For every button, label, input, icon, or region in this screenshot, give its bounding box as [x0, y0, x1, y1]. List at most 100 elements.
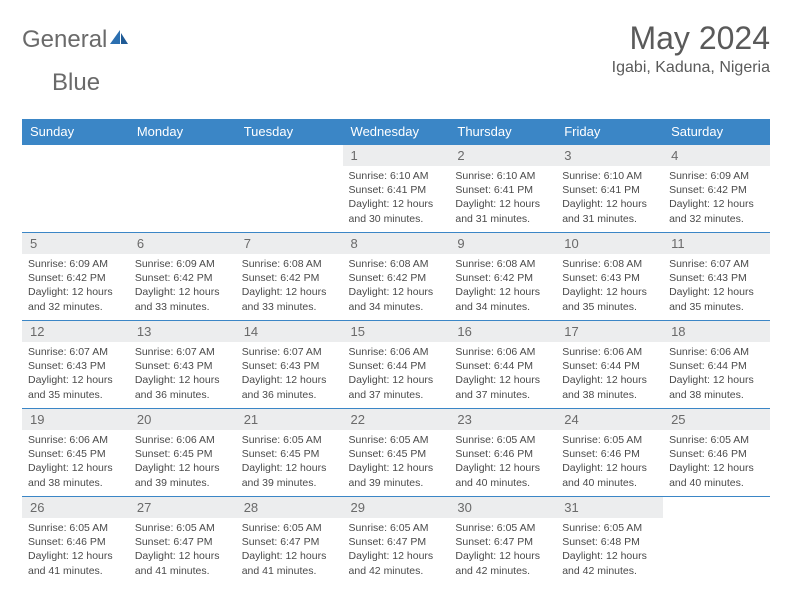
day-number: 22	[343, 409, 450, 430]
day-details: Sunrise: 6:09 AMSunset: 6:42 PMDaylight:…	[129, 254, 236, 318]
weekday-header-row: SundayMondayTuesdayWednesdayThursdayFrid…	[22, 119, 770, 145]
day-details: Sunrise: 6:05 AMSunset: 6:47 PMDaylight:…	[343, 518, 450, 582]
calendar-day-cell: 7Sunrise: 6:08 AMSunset: 6:42 PMDaylight…	[236, 233, 343, 321]
calendar-day-cell: 13Sunrise: 6:07 AMSunset: 6:43 PMDayligh…	[129, 321, 236, 409]
weekday-header: Sunday	[22, 119, 129, 145]
logo-text-1: General	[22, 26, 107, 54]
day-number: 8	[343, 233, 450, 254]
day-number: 6	[129, 233, 236, 254]
day-details: Sunrise: 6:10 AMSunset: 6:41 PMDaylight:…	[343, 166, 450, 230]
calendar-week-row: 19Sunrise: 6:06 AMSunset: 6:45 PMDayligh…	[22, 409, 770, 497]
logo-text-2: Blue	[52, 69, 792, 97]
calendar-day-cell: 3Sunrise: 6:10 AMSunset: 6:41 PMDaylight…	[556, 145, 663, 233]
day-number: 28	[236, 497, 343, 518]
day-details: Sunrise: 6:06 AMSunset: 6:44 PMDaylight:…	[343, 342, 450, 406]
day-details: Sunrise: 6:07 AMSunset: 6:43 PMDaylight:…	[129, 342, 236, 406]
day-details: Sunrise: 6:06 AMSunset: 6:44 PMDaylight:…	[556, 342, 663, 406]
calendar-day-cell	[236, 145, 343, 233]
calendar-day-cell: 28Sunrise: 6:05 AMSunset: 6:47 PMDayligh…	[236, 497, 343, 585]
weekday-header: Wednesday	[343, 119, 450, 145]
calendar-day-cell: 30Sunrise: 6:05 AMSunset: 6:47 PMDayligh…	[449, 497, 556, 585]
calendar-day-cell: 12Sunrise: 6:07 AMSunset: 6:43 PMDayligh…	[22, 321, 129, 409]
calendar-week-row: 1Sunrise: 6:10 AMSunset: 6:41 PMDaylight…	[22, 145, 770, 233]
calendar-day-cell: 15Sunrise: 6:06 AMSunset: 6:44 PMDayligh…	[343, 321, 450, 409]
day-details: Sunrise: 6:07 AMSunset: 6:43 PMDaylight:…	[22, 342, 129, 406]
calendar-day-cell: 6Sunrise: 6:09 AMSunset: 6:42 PMDaylight…	[129, 233, 236, 321]
calendar-week-row: 26Sunrise: 6:05 AMSunset: 6:46 PMDayligh…	[22, 497, 770, 585]
calendar-body: 1Sunrise: 6:10 AMSunset: 6:41 PMDaylight…	[22, 145, 770, 585]
day-number: 27	[129, 497, 236, 518]
day-details: Sunrise: 6:06 AMSunset: 6:44 PMDaylight:…	[449, 342, 556, 406]
day-details: Sunrise: 6:05 AMSunset: 6:47 PMDaylight:…	[449, 518, 556, 582]
day-number: 15	[343, 321, 450, 342]
day-details: Sunrise: 6:10 AMSunset: 6:41 PMDaylight:…	[556, 166, 663, 230]
calendar-day-cell: 27Sunrise: 6:05 AMSunset: 6:47 PMDayligh…	[129, 497, 236, 585]
day-details: Sunrise: 6:05 AMSunset: 6:45 PMDaylight:…	[236, 430, 343, 494]
calendar-week-row: 5Sunrise: 6:09 AMSunset: 6:42 PMDaylight…	[22, 233, 770, 321]
calendar-day-cell: 20Sunrise: 6:06 AMSunset: 6:45 PMDayligh…	[129, 409, 236, 497]
day-number: 31	[556, 497, 663, 518]
day-number: 9	[449, 233, 556, 254]
weekday-header: Friday	[556, 119, 663, 145]
day-number: 18	[663, 321, 770, 342]
day-details: Sunrise: 6:05 AMSunset: 6:48 PMDaylight:…	[556, 518, 663, 582]
weekday-header: Tuesday	[236, 119, 343, 145]
calendar-day-cell: 1Sunrise: 6:10 AMSunset: 6:41 PMDaylight…	[343, 145, 450, 233]
day-details: Sunrise: 6:07 AMSunset: 6:43 PMDaylight:…	[236, 342, 343, 406]
calendar-day-cell: 26Sunrise: 6:05 AMSunset: 6:46 PMDayligh…	[22, 497, 129, 585]
day-details: Sunrise: 6:08 AMSunset: 6:42 PMDaylight:…	[449, 254, 556, 318]
calendar-day-cell: 25Sunrise: 6:05 AMSunset: 6:46 PMDayligh…	[663, 409, 770, 497]
day-number: 12	[22, 321, 129, 342]
calendar-day-cell: 24Sunrise: 6:05 AMSunset: 6:46 PMDayligh…	[556, 409, 663, 497]
day-number: 17	[556, 321, 663, 342]
day-number: 21	[236, 409, 343, 430]
day-details: Sunrise: 6:05 AMSunset: 6:46 PMDaylight:…	[449, 430, 556, 494]
day-number: 10	[556, 233, 663, 254]
calendar-day-cell: 4Sunrise: 6:09 AMSunset: 6:42 PMDaylight…	[663, 145, 770, 233]
day-details: Sunrise: 6:05 AMSunset: 6:46 PMDaylight:…	[22, 518, 129, 582]
day-number: 2	[449, 145, 556, 166]
day-details: Sunrise: 6:06 AMSunset: 6:45 PMDaylight:…	[129, 430, 236, 494]
day-details: Sunrise: 6:05 AMSunset: 6:47 PMDaylight:…	[129, 518, 236, 582]
day-number: 26	[22, 497, 129, 518]
day-details: Sunrise: 6:05 AMSunset: 6:46 PMDaylight:…	[556, 430, 663, 494]
day-number: 19	[22, 409, 129, 430]
day-number: 5	[22, 233, 129, 254]
calendar-day-cell: 21Sunrise: 6:05 AMSunset: 6:45 PMDayligh…	[236, 409, 343, 497]
day-number: 23	[449, 409, 556, 430]
calendar-day-cell: 16Sunrise: 6:06 AMSunset: 6:44 PMDayligh…	[449, 321, 556, 409]
day-details: Sunrise: 6:08 AMSunset: 6:43 PMDaylight:…	[556, 254, 663, 318]
calendar-table: SundayMondayTuesdayWednesdayThursdayFrid…	[22, 119, 770, 585]
sail-icon	[108, 28, 130, 53]
day-details: Sunrise: 6:09 AMSunset: 6:42 PMDaylight:…	[663, 166, 770, 230]
day-details: Sunrise: 6:08 AMSunset: 6:42 PMDaylight:…	[343, 254, 450, 318]
calendar-day-cell: 9Sunrise: 6:08 AMSunset: 6:42 PMDaylight…	[449, 233, 556, 321]
calendar-day-cell: 8Sunrise: 6:08 AMSunset: 6:42 PMDaylight…	[343, 233, 450, 321]
day-number: 24	[556, 409, 663, 430]
day-details: Sunrise: 6:10 AMSunset: 6:41 PMDaylight:…	[449, 166, 556, 230]
calendar-day-cell: 11Sunrise: 6:07 AMSunset: 6:43 PMDayligh…	[663, 233, 770, 321]
day-number: 1	[343, 145, 450, 166]
calendar-day-cell: 29Sunrise: 6:05 AMSunset: 6:47 PMDayligh…	[343, 497, 450, 585]
calendar-day-cell	[22, 145, 129, 233]
day-number: 30	[449, 497, 556, 518]
logo: General	[22, 26, 131, 54]
day-details: Sunrise: 6:07 AMSunset: 6:43 PMDaylight:…	[663, 254, 770, 318]
day-details: Sunrise: 6:05 AMSunset: 6:47 PMDaylight:…	[236, 518, 343, 582]
day-details: Sunrise: 6:05 AMSunset: 6:45 PMDaylight:…	[343, 430, 450, 494]
day-number: 25	[663, 409, 770, 430]
calendar-day-cell: 19Sunrise: 6:06 AMSunset: 6:45 PMDayligh…	[22, 409, 129, 497]
calendar-week-row: 12Sunrise: 6:07 AMSunset: 6:43 PMDayligh…	[22, 321, 770, 409]
calendar-day-cell: 18Sunrise: 6:06 AMSunset: 6:44 PMDayligh…	[663, 321, 770, 409]
day-number: 20	[129, 409, 236, 430]
calendar-day-cell: 22Sunrise: 6:05 AMSunset: 6:45 PMDayligh…	[343, 409, 450, 497]
day-details: Sunrise: 6:09 AMSunset: 6:42 PMDaylight:…	[22, 254, 129, 318]
day-number: 11	[663, 233, 770, 254]
calendar-day-cell: 5Sunrise: 6:09 AMSunset: 6:42 PMDaylight…	[22, 233, 129, 321]
weekday-header: Monday	[129, 119, 236, 145]
day-details: Sunrise: 6:05 AMSunset: 6:46 PMDaylight:…	[663, 430, 770, 494]
month-title: May 2024	[612, 20, 770, 57]
calendar-day-cell: 10Sunrise: 6:08 AMSunset: 6:43 PMDayligh…	[556, 233, 663, 321]
day-number: 7	[236, 233, 343, 254]
day-details: Sunrise: 6:06 AMSunset: 6:44 PMDaylight:…	[663, 342, 770, 406]
